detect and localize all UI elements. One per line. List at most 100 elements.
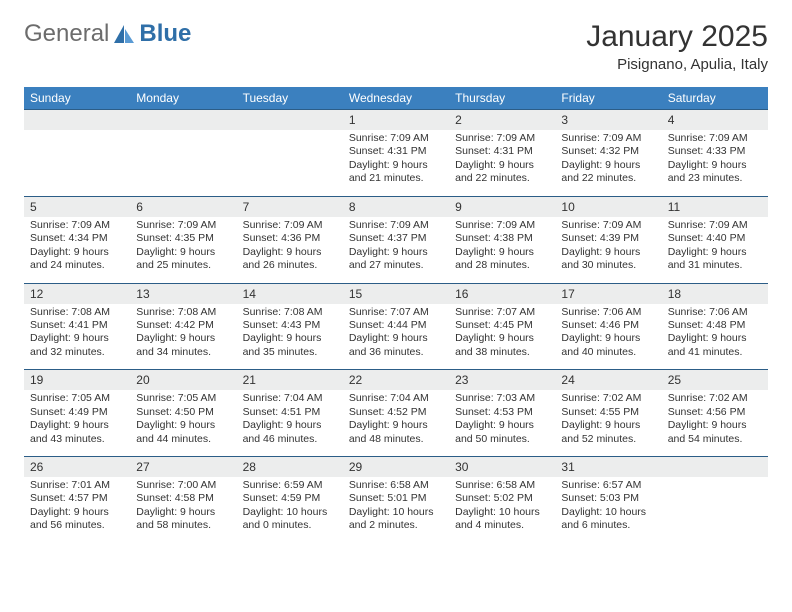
daylight-line2: and 23 minutes. bbox=[668, 172, 762, 185]
daylight-line2: and 50 minutes. bbox=[455, 433, 549, 446]
day-detail: Sunrise: 7:00 AMSunset: 4:58 PMDaylight:… bbox=[130, 477, 236, 543]
daylight-line1: Daylight: 9 hours bbox=[561, 332, 655, 345]
day-detail: Sunrise: 7:09 AMSunset: 4:38 PMDaylight:… bbox=[449, 217, 555, 283]
sunrise: Sunrise: 7:02 AM bbox=[668, 392, 762, 405]
sunrise: Sunrise: 7:07 AM bbox=[455, 306, 549, 319]
day-detail bbox=[237, 130, 343, 196]
detail-row: Sunrise: 7:09 AMSunset: 4:34 PMDaylight:… bbox=[24, 217, 768, 283]
daynum-row: 12 13 14 15 16 17 18 bbox=[24, 283, 768, 304]
daylight-line2: and 48 minutes. bbox=[349, 433, 443, 446]
sunrise: Sunrise: 7:09 AM bbox=[561, 219, 655, 232]
day-number: 27 bbox=[130, 457, 236, 478]
day-detail: Sunrise: 7:09 AMSunset: 4:35 PMDaylight:… bbox=[130, 217, 236, 283]
month-title: January 2025 bbox=[586, 20, 768, 54]
sunrise: Sunrise: 7:09 AM bbox=[243, 219, 337, 232]
day-detail: Sunrise: 7:09 AM Sunset: 4:33 PM Dayligh… bbox=[662, 130, 768, 196]
sunrise: Sunrise: 7:09 AM bbox=[455, 132, 549, 145]
sunset: Sunset: 4:41 PM bbox=[30, 319, 124, 332]
sunset: Sunset: 4:42 PM bbox=[136, 319, 230, 332]
day-detail: Sunrise: 7:09 AMSunset: 4:37 PMDaylight:… bbox=[343, 217, 449, 283]
day-number: 26 bbox=[24, 457, 130, 478]
daylight-line2: and 22 minutes. bbox=[455, 172, 549, 185]
sunset: Sunset: 4:43 PM bbox=[243, 319, 337, 332]
sunset: Sunset: 4:50 PM bbox=[136, 406, 230, 419]
header: General Blue January 2025 Pisignano, Apu… bbox=[24, 20, 768, 73]
sunrise: Sunrise: 7:03 AM bbox=[455, 392, 549, 405]
sunrise: Sunrise: 7:07 AM bbox=[349, 306, 443, 319]
day-number: 6 bbox=[130, 196, 236, 217]
logo-text-general: General bbox=[24, 20, 109, 48]
day-number: 30 bbox=[449, 457, 555, 478]
daylight-line1: Daylight: 10 hours bbox=[455, 506, 549, 519]
daylight-line2: and 4 minutes. bbox=[455, 519, 549, 532]
sunrise: Sunrise: 7:09 AM bbox=[561, 132, 655, 145]
sunset: Sunset: 4:49 PM bbox=[30, 406, 124, 419]
sunrise: Sunrise: 7:04 AM bbox=[349, 392, 443, 405]
day-detail bbox=[662, 477, 768, 543]
day-detail: Sunrise: 7:02 AMSunset: 4:56 PMDaylight:… bbox=[662, 390, 768, 456]
daylight-line1: Daylight: 10 hours bbox=[243, 506, 337, 519]
daylight-line2: and 21 minutes. bbox=[349, 172, 443, 185]
sunset: Sunset: 4:36 PM bbox=[243, 232, 337, 245]
daylight-line2: and 2 minutes. bbox=[349, 519, 443, 532]
day-number: 20 bbox=[130, 370, 236, 391]
calendar-table: Sunday Monday Tuesday Wednesday Thursday… bbox=[24, 87, 768, 543]
day-number: 23 bbox=[449, 370, 555, 391]
daylight-line1: Daylight: 9 hours bbox=[243, 246, 337, 259]
sunrise: Sunrise: 7:06 AM bbox=[668, 306, 762, 319]
sunrise: Sunrise: 7:00 AM bbox=[136, 479, 230, 492]
day-detail: Sunrise: 7:02 AMSunset: 4:55 PMDaylight:… bbox=[555, 390, 661, 456]
sunrise: Sunrise: 7:09 AM bbox=[455, 219, 549, 232]
sunset: Sunset: 4:31 PM bbox=[349, 145, 443, 158]
sunrise: Sunrise: 6:57 AM bbox=[561, 479, 655, 492]
daylight-line2: and 31 minutes. bbox=[668, 259, 762, 272]
day-number: 16 bbox=[449, 283, 555, 304]
sunset: Sunset: 4:44 PM bbox=[349, 319, 443, 332]
daylight-line1: Daylight: 9 hours bbox=[561, 159, 655, 172]
daylight-line2: and 44 minutes. bbox=[136, 433, 230, 446]
sunrise: Sunrise: 7:09 AM bbox=[668, 132, 762, 145]
daylight-line2: and 6 minutes. bbox=[561, 519, 655, 532]
logo: General Blue bbox=[24, 20, 191, 48]
day-number bbox=[24, 110, 130, 131]
day-detail: Sunrise: 6:57 AMSunset: 5:03 PMDaylight:… bbox=[555, 477, 661, 543]
sunset: Sunset: 4:32 PM bbox=[561, 145, 655, 158]
day-detail: Sunrise: 7:09 AMSunset: 4:36 PMDaylight:… bbox=[237, 217, 343, 283]
sunset: Sunset: 4:57 PM bbox=[30, 492, 124, 505]
daylight-line1: Daylight: 9 hours bbox=[30, 246, 124, 259]
col-header: Saturday bbox=[662, 87, 768, 110]
daylight-line1: Daylight: 9 hours bbox=[668, 246, 762, 259]
sunrise: Sunrise: 7:06 AM bbox=[561, 306, 655, 319]
sunset: Sunset: 4:39 PM bbox=[561, 232, 655, 245]
daylight-line1: Daylight: 9 hours bbox=[30, 332, 124, 345]
daylight-line2: and 28 minutes. bbox=[455, 259, 549, 272]
day-detail: Sunrise: 7:04 AMSunset: 4:52 PMDaylight:… bbox=[343, 390, 449, 456]
day-detail: Sunrise: 7:06 AMSunset: 4:46 PMDaylight:… bbox=[555, 304, 661, 370]
sunrise: Sunrise: 6:59 AM bbox=[243, 479, 337, 492]
sunset: Sunset: 4:45 PM bbox=[455, 319, 549, 332]
daylight-line1: Daylight: 9 hours bbox=[561, 419, 655, 432]
day-detail: Sunrise: 7:08 AMSunset: 4:41 PMDaylight:… bbox=[24, 304, 130, 370]
day-detail: Sunrise: 7:05 AMSunset: 4:50 PMDaylight:… bbox=[130, 390, 236, 456]
daylight-line2: and 27 minutes. bbox=[349, 259, 443, 272]
detail-row: Sunrise: 7:05 AMSunset: 4:49 PMDaylight:… bbox=[24, 390, 768, 456]
day-number: 11 bbox=[662, 196, 768, 217]
day-detail: Sunrise: 6:58 AMSunset: 5:02 PMDaylight:… bbox=[449, 477, 555, 543]
daylight-line1: Daylight: 9 hours bbox=[349, 332, 443, 345]
daylight-line1: Daylight: 9 hours bbox=[136, 506, 230, 519]
sunset: Sunset: 4:55 PM bbox=[561, 406, 655, 419]
sunrise: Sunrise: 6:58 AM bbox=[349, 479, 443, 492]
day-number: 31 bbox=[555, 457, 661, 478]
day-detail: Sunrise: 7:09 AMSunset: 4:39 PMDaylight:… bbox=[555, 217, 661, 283]
sunrise: Sunrise: 7:05 AM bbox=[30, 392, 124, 405]
sunrise: Sunrise: 7:08 AM bbox=[30, 306, 124, 319]
sunrise: Sunrise: 7:08 AM bbox=[136, 306, 230, 319]
day-number: 4 bbox=[662, 110, 768, 131]
day-detail: Sunrise: 7:09 AM Sunset: 4:31 PM Dayligh… bbox=[449, 130, 555, 196]
daylight-line1: Daylight: 9 hours bbox=[668, 159, 762, 172]
col-header: Sunday bbox=[24, 87, 130, 110]
daylight-line2: and 43 minutes. bbox=[30, 433, 124, 446]
day-detail: Sunrise: 7:09 AM Sunset: 4:31 PM Dayligh… bbox=[343, 130, 449, 196]
daylight-line2: and 36 minutes. bbox=[349, 346, 443, 359]
daylight-line1: Daylight: 9 hours bbox=[30, 419, 124, 432]
